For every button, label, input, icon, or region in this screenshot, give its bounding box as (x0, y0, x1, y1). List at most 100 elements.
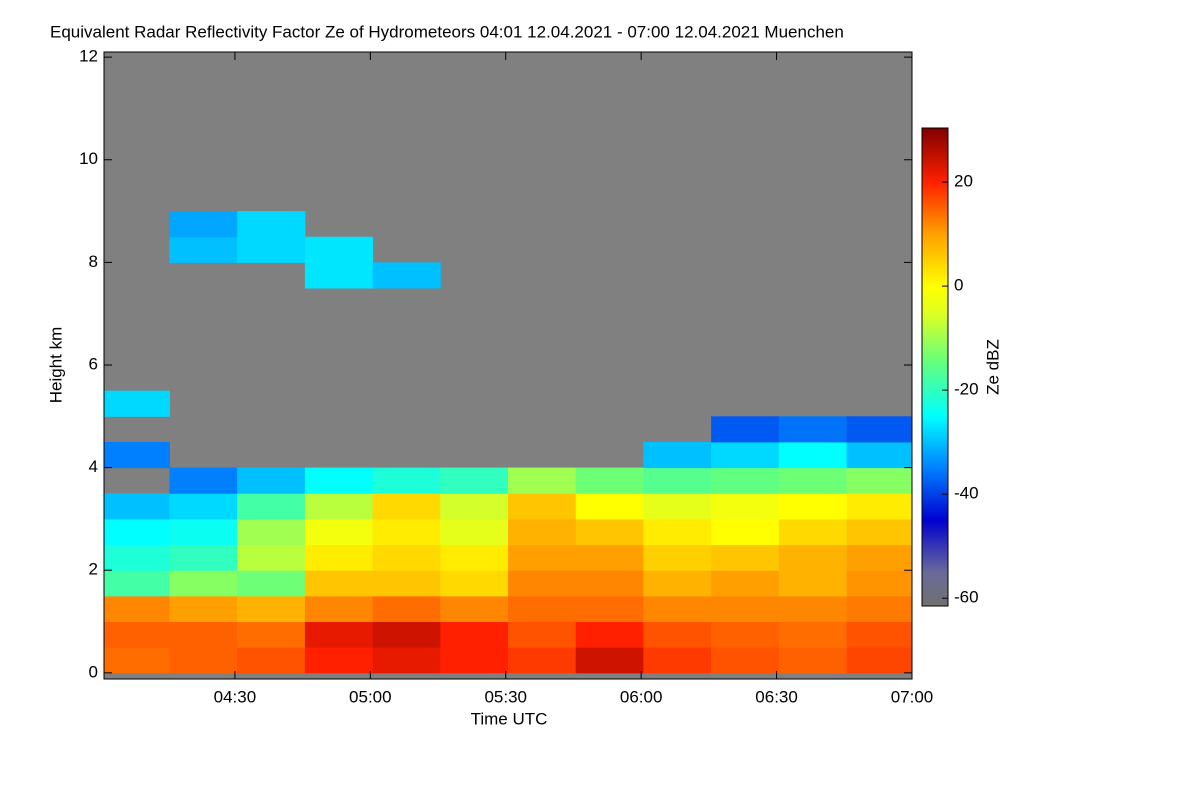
heatmap-cell (169, 595, 238, 623)
y-tick-label: 8 (89, 252, 98, 271)
y-tick-label: 0 (89, 662, 98, 681)
heatmap-cell (643, 647, 712, 674)
x-tick-label: 04:30 (214, 687, 257, 706)
heatmap-cell (372, 518, 441, 546)
heatmap-cell (440, 595, 509, 623)
x-tick-label: 05:30 (484, 687, 527, 706)
heatmap-cell (846, 647, 912, 674)
heatmap-cell (440, 467, 509, 494)
heatmap-cell (237, 467, 306, 494)
heatmap-cell (440, 518, 509, 546)
heatmap-cell (104, 544, 170, 571)
heatmap-cell (643, 570, 712, 597)
heatmap-cell (237, 621, 306, 648)
plot-frame (103, 51, 913, 680)
heatmap-cell (643, 467, 712, 494)
x-axis-label: Time UTC (471, 709, 548, 728)
heatmap-cell (575, 570, 644, 597)
colorbar-tick-label: 0 (954, 276, 963, 295)
heatmap-cell (237, 211, 306, 238)
heatmap-cell (104, 647, 170, 674)
heatmap-cell (778, 570, 848, 597)
heatmap-cell (575, 595, 644, 623)
heatmap-cell (237, 570, 306, 597)
heatmap-cell (304, 493, 374, 520)
heatmap-cell (846, 518, 912, 546)
heatmap-cell (304, 467, 374, 494)
heatmap-cell (643, 518, 712, 546)
heatmap-cell (778, 493, 848, 520)
colorbar (921, 127, 949, 607)
heatmap-cell (440, 647, 509, 674)
heatmap-cell (643, 595, 712, 623)
heatmap-cell (169, 493, 238, 520)
heatmap-cell (304, 544, 374, 571)
heatmap-cell (169, 236, 238, 263)
heatmap-cell (846, 493, 912, 520)
heatmap-cell (104, 441, 170, 469)
heatmap-cell (508, 544, 577, 571)
heatmap-cell (169, 544, 238, 571)
heatmap-cell (237, 647, 306, 674)
heatmap-cell (304, 595, 374, 623)
heatmap-cell (778, 647, 848, 674)
heatmap-cell (711, 416, 780, 443)
heatmap-cell (508, 647, 577, 674)
heatmap-cell (643, 544, 712, 571)
heatmap-cell (575, 518, 644, 546)
heatmap-cell (372, 467, 441, 494)
heatmap-cell (575, 544, 644, 571)
heatmap-cell (778, 621, 848, 648)
heatmap-cell (372, 570, 441, 597)
heatmap-cell (711, 570, 780, 597)
colorbar-label: Ze dBZ (983, 339, 1002, 395)
heatmap-cell (304, 570, 374, 597)
heatmap-cell (304, 647, 374, 674)
x-tick-label: 05:00 (349, 687, 392, 706)
heatmap-cell (169, 211, 238, 238)
heatmap-cell (711, 621, 780, 648)
heatmap-cell (104, 390, 170, 417)
heatmap-cell (846, 595, 912, 623)
heatmap-cell (711, 647, 780, 674)
y-tick-label: 2 (89, 560, 98, 579)
y-tick-label: 6 (89, 354, 98, 373)
y-tick-label: 4 (89, 457, 98, 476)
heatmap-cell (169, 621, 238, 648)
heatmap-cell (104, 570, 170, 597)
heatmap-cell (575, 493, 644, 520)
heatmap-cell (237, 595, 306, 623)
heatmap-cell (846, 441, 912, 469)
heatmap-cell (440, 493, 509, 520)
heatmap-cell (846, 416, 912, 443)
heatmap-cell (372, 544, 441, 571)
heatmap-cell (237, 493, 306, 520)
heatmap-cell (575, 621, 644, 648)
heatmap-cell (104, 621, 170, 648)
x-tick-label: 06:30 (755, 687, 798, 706)
heatmap-cell (643, 493, 712, 520)
heatmap-cell (169, 467, 238, 494)
colorbar-tick-label: -20 (954, 380, 979, 399)
heatmap-cell (711, 518, 780, 546)
chart-title: Equivalent Radar Reflectivity Factor Ze … (50, 22, 844, 41)
heatmap-cell (711, 441, 780, 469)
heatmap-cell (778, 467, 848, 494)
heatmap-cell (778, 595, 848, 623)
heatmap-cell (440, 570, 509, 597)
heatmap-cell (711, 544, 780, 571)
heatmap-cell (304, 518, 374, 546)
colorbar-tick-label: -40 (954, 484, 979, 503)
heatmap-cell (508, 467, 577, 494)
x-tick-label: 07:00 (891, 687, 934, 706)
heatmap-cell (104, 595, 170, 623)
heatmap-cell (372, 493, 441, 520)
heatmap-cell (778, 441, 848, 469)
heatmap-cell (237, 236, 306, 263)
heatmap-cell (778, 544, 848, 571)
heatmap-cell (711, 467, 780, 494)
heatmap-cell (104, 493, 170, 520)
heatmap-cell (778, 416, 848, 443)
heatmap-cell (508, 595, 577, 623)
